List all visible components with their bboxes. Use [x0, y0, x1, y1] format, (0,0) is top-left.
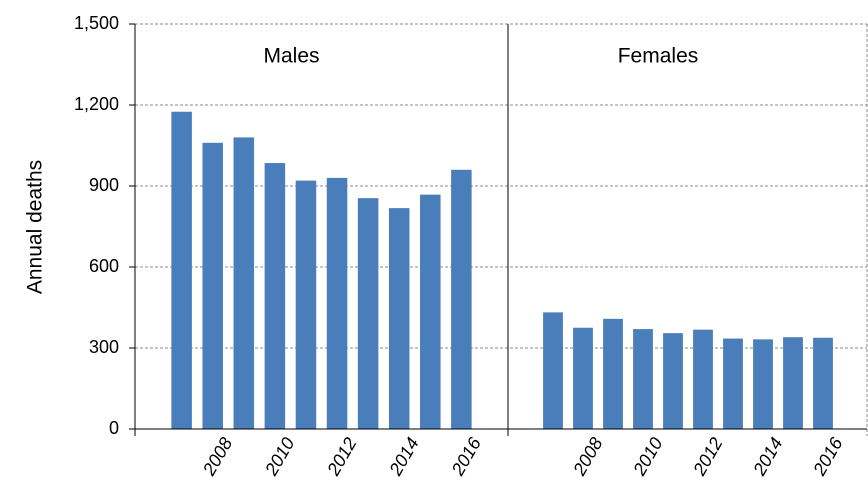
bar [451, 169, 472, 430]
bar [603, 318, 623, 429]
y-tick-label: 300 [89, 337, 119, 357]
bar [663, 333, 683, 429]
bar [753, 339, 773, 429]
x-tick-label: 2016 [447, 433, 485, 479]
bar [202, 142, 223, 430]
x-tick-label: 2012 [689, 434, 727, 480]
x-tick-label: 2014 [749, 434, 787, 480]
bar [233, 137, 255, 429]
x-tick-label: 2012 [323, 434, 361, 480]
panel-title: Females [618, 45, 699, 68]
y-tick-label: 600 [89, 256, 119, 276]
x-tick-label: 2014 [385, 434, 423, 480]
y-tick-label: 900 [89, 175, 119, 195]
panel-title: Males [263, 45, 319, 68]
bar [783, 337, 803, 429]
x-tick-label: 2016 [809, 433, 847, 479]
bar [813, 337, 833, 429]
bar [693, 329, 713, 429]
x-tick-label: 2008 [569, 434, 607, 480]
bar [326, 177, 348, 429]
bar [171, 111, 192, 429]
bar [420, 194, 441, 429]
bar [357, 198, 379, 429]
bar [264, 163, 286, 430]
y-tick-label: 1,500 [74, 13, 119, 33]
bar [633, 329, 653, 429]
x-tick-label: 2010 [629, 434, 667, 480]
x-tick-label: 2010 [261, 434, 299, 480]
bar [388, 208, 410, 429]
y-axis-label: Annual deaths [24, 160, 47, 294]
y-tick-label: 1,200 [74, 94, 119, 114]
bar [573, 327, 593, 429]
bar [543, 312, 563, 429]
bar [723, 338, 743, 429]
y-tick-label: 0 [109, 418, 119, 438]
x-tick-label: 2008 [198, 434, 236, 480]
bar [295, 180, 317, 429]
